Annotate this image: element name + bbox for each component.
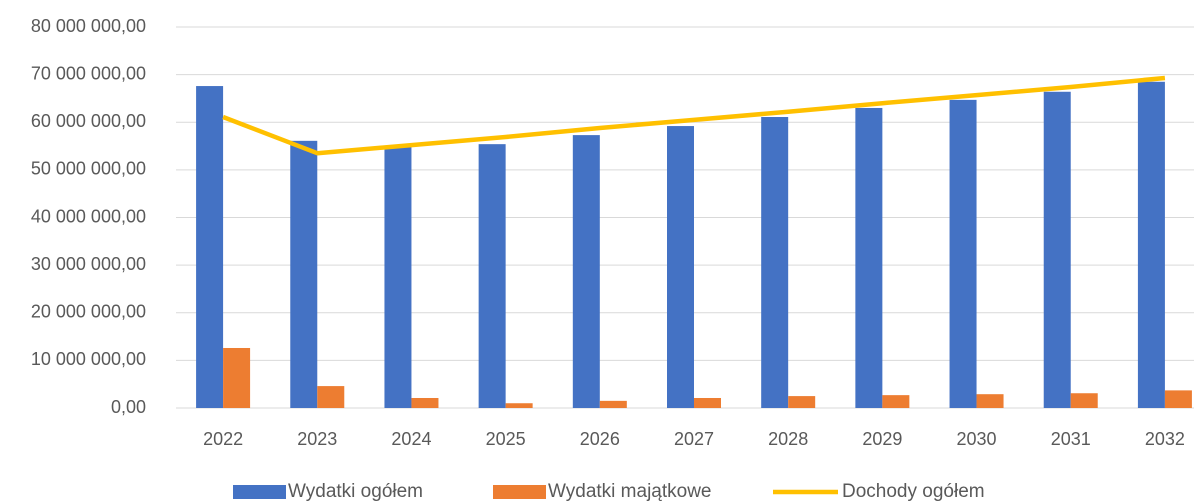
y-tick-label: 50 000 000,00 bbox=[31, 159, 146, 179]
y-tick-label: 0,00 bbox=[111, 397, 146, 417]
x-tick-label: 2030 bbox=[957, 429, 997, 449]
y-tick-label: 70 000 000,00 bbox=[31, 63, 146, 83]
bar bbox=[1043, 91, 1071, 409]
bar bbox=[882, 395, 910, 408]
line bbox=[222, 75, 1166, 156]
bar bbox=[505, 403, 533, 408]
x-tick-label: 2028 bbox=[768, 429, 808, 449]
x-tick-label: 2023 bbox=[297, 429, 337, 449]
bar bbox=[411, 397, 439, 408]
bar bbox=[694, 397, 721, 408]
legend-label: Dochody ogółem bbox=[842, 481, 985, 502]
y-tick-label: 30 000 000,00 bbox=[31, 254, 146, 274]
x-tick-label: 2022 bbox=[203, 429, 243, 449]
bar bbox=[384, 146, 412, 408]
bar bbox=[855, 107, 883, 409]
bar bbox=[761, 117, 789, 408]
bar bbox=[976, 394, 1004, 408]
x-tick-label: 2029 bbox=[862, 429, 902, 449]
x-tick-label: 2026 bbox=[580, 429, 620, 449]
bar bbox=[317, 386, 345, 408]
x-tick-label: 2031 bbox=[1051, 429, 1091, 449]
bar bbox=[1137, 81, 1165, 409]
y-tick-label: 80 000 000,00 bbox=[31, 16, 146, 36]
bar bbox=[599, 400, 627, 408]
x-tick-label: 2032 bbox=[1145, 429, 1185, 449]
bar bbox=[196, 86, 224, 409]
y-tick-label: 60 000 000,00 bbox=[31, 111, 146, 131]
bar bbox=[572, 135, 600, 408]
x-tick-label: 2025 bbox=[486, 429, 526, 449]
legend-swatch bbox=[233, 485, 286, 499]
legend-label: Wydatki ogółem bbox=[288, 481, 423, 502]
bar bbox=[478, 144, 506, 408]
bar bbox=[223, 347, 251, 408]
x-tick-label: 2027 bbox=[674, 429, 714, 449]
bar bbox=[1164, 390, 1192, 408]
y-tick-label: 20 000 000,00 bbox=[31, 302, 146, 322]
bar bbox=[788, 396, 816, 408]
bar bbox=[1070, 393, 1098, 408]
legend-label: Wydatki majątkowe bbox=[548, 481, 712, 502]
y-tick-label: 40 000 000,00 bbox=[31, 206, 146, 226]
legend-swatch bbox=[493, 485, 546, 499]
x-tick-label: 2024 bbox=[391, 429, 431, 449]
bar bbox=[949, 99, 977, 409]
y-tick-label: 10 000 000,00 bbox=[31, 349, 146, 369]
bar bbox=[290, 140, 318, 409]
bar bbox=[667, 126, 694, 408]
